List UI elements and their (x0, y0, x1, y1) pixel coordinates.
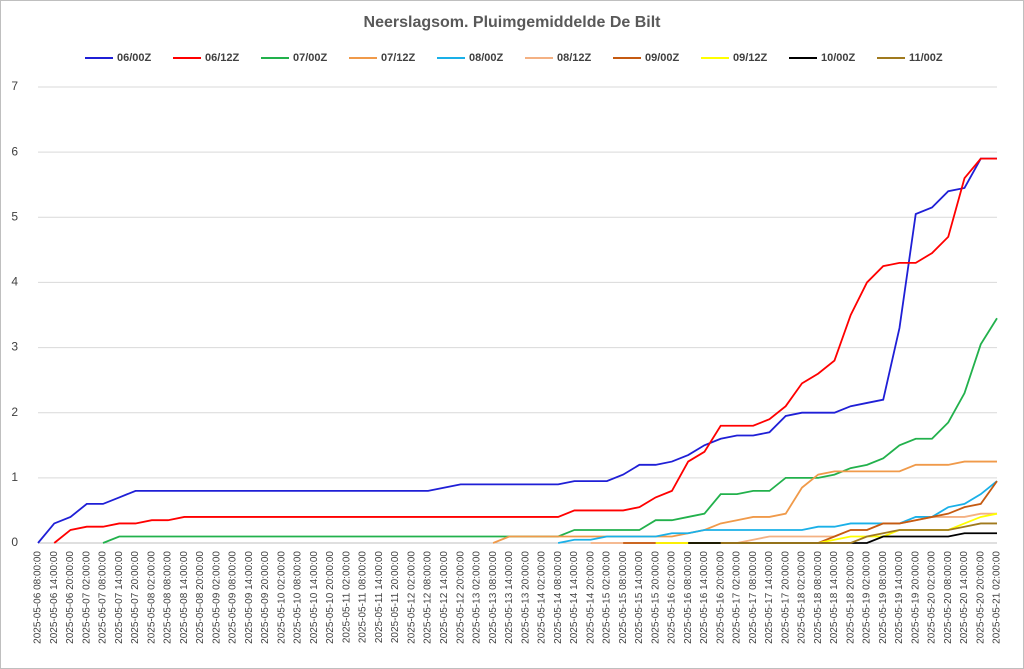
x-tick-label: 2025-05-15 02:00:00 (602, 551, 613, 644)
x-tick-label: 2025-05-06 08:00:00 (33, 551, 44, 644)
x-tick-label: 2025-05-17 20:00:00 (780, 551, 791, 644)
x-tick-label: 2025-05-09 14:00:00 (244, 551, 255, 644)
x-tick-label: 2025-05-19 02:00:00 (862, 551, 873, 644)
x-tick-label: 2025-05-18 14:00:00 (829, 551, 840, 644)
y-tick-label: 0 (11, 535, 18, 549)
x-tick-label: 2025-05-15 20:00:00 (650, 551, 661, 644)
x-tick-label: 2025-05-18 20:00:00 (845, 551, 856, 644)
series-line (720, 522, 997, 544)
x-tick-label: 2025-05-15 08:00:00 (618, 551, 629, 644)
x-tick-label: 2025-05-20 02:00:00 (927, 551, 938, 644)
x-tick-label: 2025-05-06 20:00:00 (65, 551, 76, 644)
x-tick-label: 2025-05-11 02:00:00 (341, 551, 352, 644)
x-tick-label: 2025-05-11 14:00:00 (374, 551, 385, 644)
legend-label: 09/00Z (645, 52, 680, 64)
x-tick-label: 2025-05-08 14:00:00 (179, 551, 190, 644)
x-tick-label: 2025-05-15 14:00:00 (634, 551, 645, 644)
y-tick-label: 1 (11, 470, 18, 484)
legend-label: 07/12Z (381, 52, 416, 64)
y-tick-label: 7 (11, 79, 18, 93)
x-tick-label: 2025-05-10 08:00:00 (293, 551, 304, 644)
legend-label: 09/12Z (733, 52, 768, 64)
x-tick-label: 2025-05-12 02:00:00 (406, 551, 417, 644)
series-line (492, 460, 997, 544)
x-tick-label: 2025-05-07 14:00:00 (114, 551, 125, 644)
x-tick-label: 2025-05-14 14:00:00 (569, 551, 580, 644)
x-tick-label: 2025-05-14 08:00:00 (553, 551, 564, 644)
x-tick-label: 2025-05-08 20:00:00 (195, 551, 206, 644)
x-tick-label: 2025-05-13 14:00:00 (504, 551, 515, 644)
x-tick-label: 2025-05-19 08:00:00 (878, 551, 889, 644)
x-tick-label: 2025-05-20 14:00:00 (959, 551, 970, 644)
y-tick-label: 6 (11, 144, 18, 158)
x-tick-label: 2025-05-10 02:00:00 (276, 551, 287, 644)
x-tick-label: 2025-05-11 20:00:00 (390, 551, 401, 644)
x-tick-label: 2025-05-17 02:00:00 (732, 551, 743, 644)
x-tick-label: 2025-05-17 08:00:00 (748, 551, 759, 644)
legend-label: 06/00Z (117, 52, 152, 64)
x-tick-label: 2025-05-16 20:00:00 (715, 551, 726, 644)
x-tick-label: 2025-05-12 14:00:00 (439, 551, 450, 644)
legend-label: 11/00Z (909, 52, 943, 64)
legend-label: 06/12Z (205, 52, 240, 64)
x-tick-label: 2025-05-14 20:00:00 (585, 551, 596, 644)
x-tick-label: 2025-05-16 08:00:00 (683, 551, 694, 644)
x-tick-label: 2025-05-17 14:00:00 (764, 551, 775, 644)
x-tick-label: 2025-05-09 20:00:00 (260, 551, 271, 644)
series-line (37, 157, 997, 544)
x-tick-label: 2025-05-21 02:00:00 (992, 551, 1003, 644)
x-tick-label: 2025-05-11 08:00:00 (358, 551, 369, 644)
y-tick-label: 2 (11, 405, 18, 419)
x-tick-label: 2025-05-07 02:00:00 (81, 551, 92, 644)
x-tick-label: 2025-05-10 20:00:00 (325, 551, 336, 644)
x-tick-label: 2025-05-12 20:00:00 (455, 551, 466, 644)
x-tick-label: 2025-05-09 08:00:00 (228, 551, 239, 644)
y-tick-label: 3 (11, 340, 18, 354)
x-tick-label: 2025-05-16 02:00:00 (667, 551, 678, 644)
x-tick-label: 2025-05-20 20:00:00 (975, 551, 986, 644)
x-tick-label: 2025-05-14 02:00:00 (537, 551, 548, 644)
legend-label: 10/00Z (821, 52, 856, 64)
x-tick-label: 2025-05-07 08:00:00 (98, 551, 109, 644)
x-tick-label: 2025-05-13 20:00:00 (520, 551, 531, 644)
x-tick-label: 2025-05-20 08:00:00 (943, 551, 954, 644)
y-tick-label: 4 (11, 275, 18, 289)
x-tick-label: 2025-05-13 08:00:00 (488, 551, 499, 644)
x-tick-label: 2025-05-18 02:00:00 (797, 551, 808, 644)
x-tick-label: 2025-05-18 08:00:00 (813, 551, 824, 644)
x-tick-label: 2025-05-16 14:00:00 (699, 551, 710, 644)
x-tick-label: 2025-05-13 02:00:00 (472, 551, 483, 644)
x-tick-label: 2025-05-19 20:00:00 (910, 551, 921, 644)
series-line (557, 480, 998, 544)
x-tick-label: 2025-05-10 14:00:00 (309, 551, 320, 644)
x-tick-label: 2025-05-07 20:00:00 (130, 551, 141, 644)
legend-label: 07/00Z (293, 52, 328, 64)
x-tick-label: 2025-05-09 02:00:00 (211, 551, 222, 644)
y-tick-label: 5 (11, 209, 18, 223)
x-tick-label: 2025-05-08 08:00:00 (163, 551, 174, 644)
x-tick-label: 2025-05-06 14:00:00 (49, 551, 60, 644)
series-line (53, 157, 997, 544)
x-tick-label: 2025-05-08 02:00:00 (146, 551, 157, 644)
chart-title: Neerslagsom. Pluimgemiddelde De Bilt (364, 14, 662, 31)
legend-label: 08/00Z (469, 52, 504, 64)
x-tick-label: 2025-05-12 08:00:00 (423, 551, 434, 644)
x-tick-label: 2025-05-19 14:00:00 (894, 551, 905, 644)
legend-label: 08/12Z (557, 52, 592, 64)
